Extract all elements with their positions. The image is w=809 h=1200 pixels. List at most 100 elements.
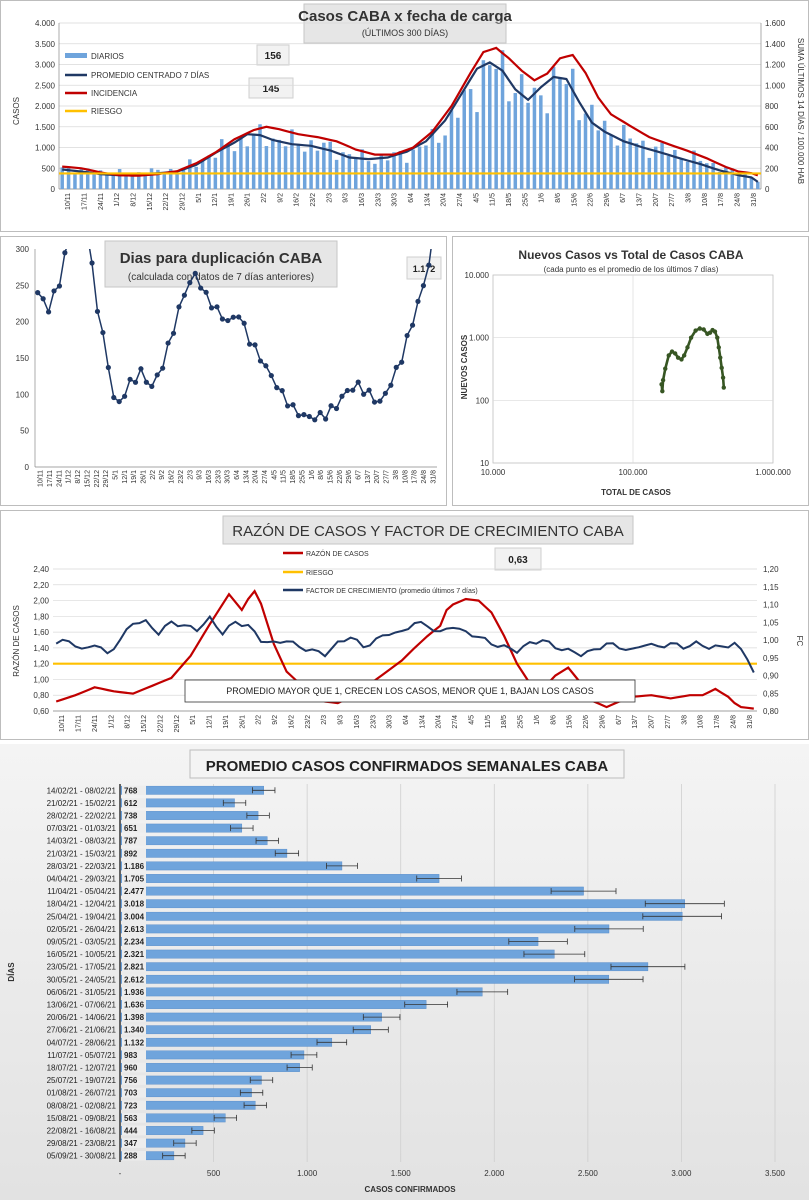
chart1-bar [551, 66, 556, 189]
chart2-point [170, 330, 177, 336]
chart1-bar [634, 143, 639, 189]
chart2-point [301, 412, 307, 418]
chart1-bar [366, 161, 371, 189]
chart2-point [426, 262, 432, 268]
chart5-value-label: 347 [124, 1139, 138, 1148]
chart1-bar [117, 169, 122, 189]
value-box-1-text: 156 [265, 51, 282, 62]
chart1-line-promedio [62, 61, 759, 183]
chart2-xtick: 12/1 [122, 470, 129, 484]
chart5-category: 22/08/21 - 16/08/21 [47, 1127, 117, 1136]
chart1-bar [111, 174, 116, 189]
chart1-bar [577, 120, 581, 189]
chart1-bar [73, 174, 77, 189]
chart1-bar [258, 124, 262, 189]
chart5-value-label-bg [122, 1024, 146, 1035]
chart2-title-box [104, 240, 338, 288]
chart1-bar [162, 173, 167, 189]
chart5-value-label: 612 [124, 799, 138, 808]
chart2-xtick: 6/4 [234, 470, 241, 480]
chart2-xtick: 17/8 [412, 470, 419, 484]
chart4-xtick: 22/6 [583, 715, 590, 729]
chart1-bar [717, 171, 722, 189]
chart1-ylabel: CASOS [12, 97, 21, 125]
chart1-bar [175, 172, 179, 189]
chart1-y2tick: 1.600 [765, 19, 786, 28]
chart1-bar [302, 151, 307, 189]
chart2-point [344, 387, 350, 394]
chart1-xtick: 6/4 [408, 193, 415, 203]
chart2-point [257, 358, 264, 364]
chart4-xtick: 11/5 [485, 715, 492, 728]
chart5-bar [120, 899, 685, 909]
chart1-xtick: 15/6 [571, 193, 578, 207]
chart3-point [721, 385, 726, 390]
chart1-bar [711, 162, 715, 189]
chart1-bar [181, 167, 186, 189]
chart2-xtick: 22/12 [94, 470, 101, 488]
chart5-value-label: 3.004 [124, 912, 145, 921]
chart5-bar [120, 911, 683, 921]
chart2-xtick: 18/5 [290, 470, 297, 484]
chart5-category: 15/08/21 - 09/08/21 [47, 1114, 117, 1123]
chart1-bar [468, 89, 473, 189]
chart2-point [399, 359, 405, 365]
chart1-ytick: 0 [51, 185, 56, 194]
chart5-value-label: 2.613 [124, 925, 145, 934]
chart5-xlabel: CASOS CONFIRMADOS [364, 1185, 456, 1194]
chart-razon-casos: RAZÓN DE CASOS Y FACTOR DE CRECIMIENTO C… [0, 510, 809, 740]
chart2-point [100, 329, 106, 336]
chart4-y2tick: 0,80 [763, 707, 779, 716]
chart1-bar [341, 152, 345, 189]
chart1-bar [85, 168, 90, 189]
chart4-xtick: 23/2 [305, 715, 312, 729]
chart1-xtick: 19/1 [228, 193, 235, 207]
chart2-xtick: 1/6 [309, 470, 316, 480]
chart2-point [89, 260, 95, 266]
chart5-value-label-bg [122, 1100, 146, 1111]
chart1-ytick: 3.000 [35, 61, 56, 70]
chart3-point [719, 365, 724, 371]
chart2-xtick: 19/1 [131, 470, 138, 484]
chart2-point [192, 270, 198, 276]
chart5-value-label: 1.340 [124, 1026, 145, 1035]
chart1-bar [124, 174, 128, 189]
chart2-point [328, 403, 334, 409]
chart5-value-label-bg [122, 987, 146, 997]
chart2-point [312, 417, 318, 423]
chart2-point [154, 372, 160, 378]
chart2-xtick: 31/8 [430, 470, 437, 484]
chart2-xtick: 29/12 [103, 470, 110, 488]
chart5-category: 29/08/21 - 23/08/21 [47, 1139, 117, 1148]
chart3-point [685, 345, 690, 350]
chart3-xtick: 100.000 [619, 468, 648, 477]
chart3-subtitle: (cada punto es el promedio de los último… [544, 265, 719, 274]
chart1-xtick: 10/11 [65, 193, 72, 210]
chart1-bar [245, 146, 250, 189]
chart1-bar [232, 151, 237, 189]
chart5-xtick: 3.000 [671, 1169, 692, 1178]
legend-incidencia: INCIDENCIA [91, 89, 138, 98]
chart2-point [51, 288, 57, 294]
chart2-point [181, 292, 187, 298]
chart1-xtick: 26/1 [245, 193, 252, 207]
chart1-xtick: 4/5 [473, 193, 480, 203]
chart4-y2tick: 0,90 [763, 672, 779, 681]
chart2-value-text: 1.172 [413, 264, 436, 274]
chart1-xtick: 24/8 [735, 193, 742, 207]
chart2-point [225, 317, 231, 324]
chart1-bar [226, 144, 230, 189]
chart-duplicacion-svg: Dias para duplicación CABA (calculada co… [16, 240, 442, 488]
chart1-bar [481, 60, 486, 190]
chart1-bar [207, 155, 211, 189]
chart4-xtick: 26/1 [239, 715, 246, 729]
chart5-value-label-bg [122, 1075, 146, 1085]
chart3-point [712, 329, 718, 334]
chart4-value-box [494, 547, 542, 571]
chart2-xtick: 4/5 [271, 470, 278, 480]
chart5-value-label-bg [122, 798, 146, 808]
chart1-bar [583, 113, 588, 189]
chart2-point [187, 280, 193, 286]
chart2-point [355, 379, 361, 385]
chart5-category: 28/03/21 - 22/03/21 [47, 862, 117, 871]
